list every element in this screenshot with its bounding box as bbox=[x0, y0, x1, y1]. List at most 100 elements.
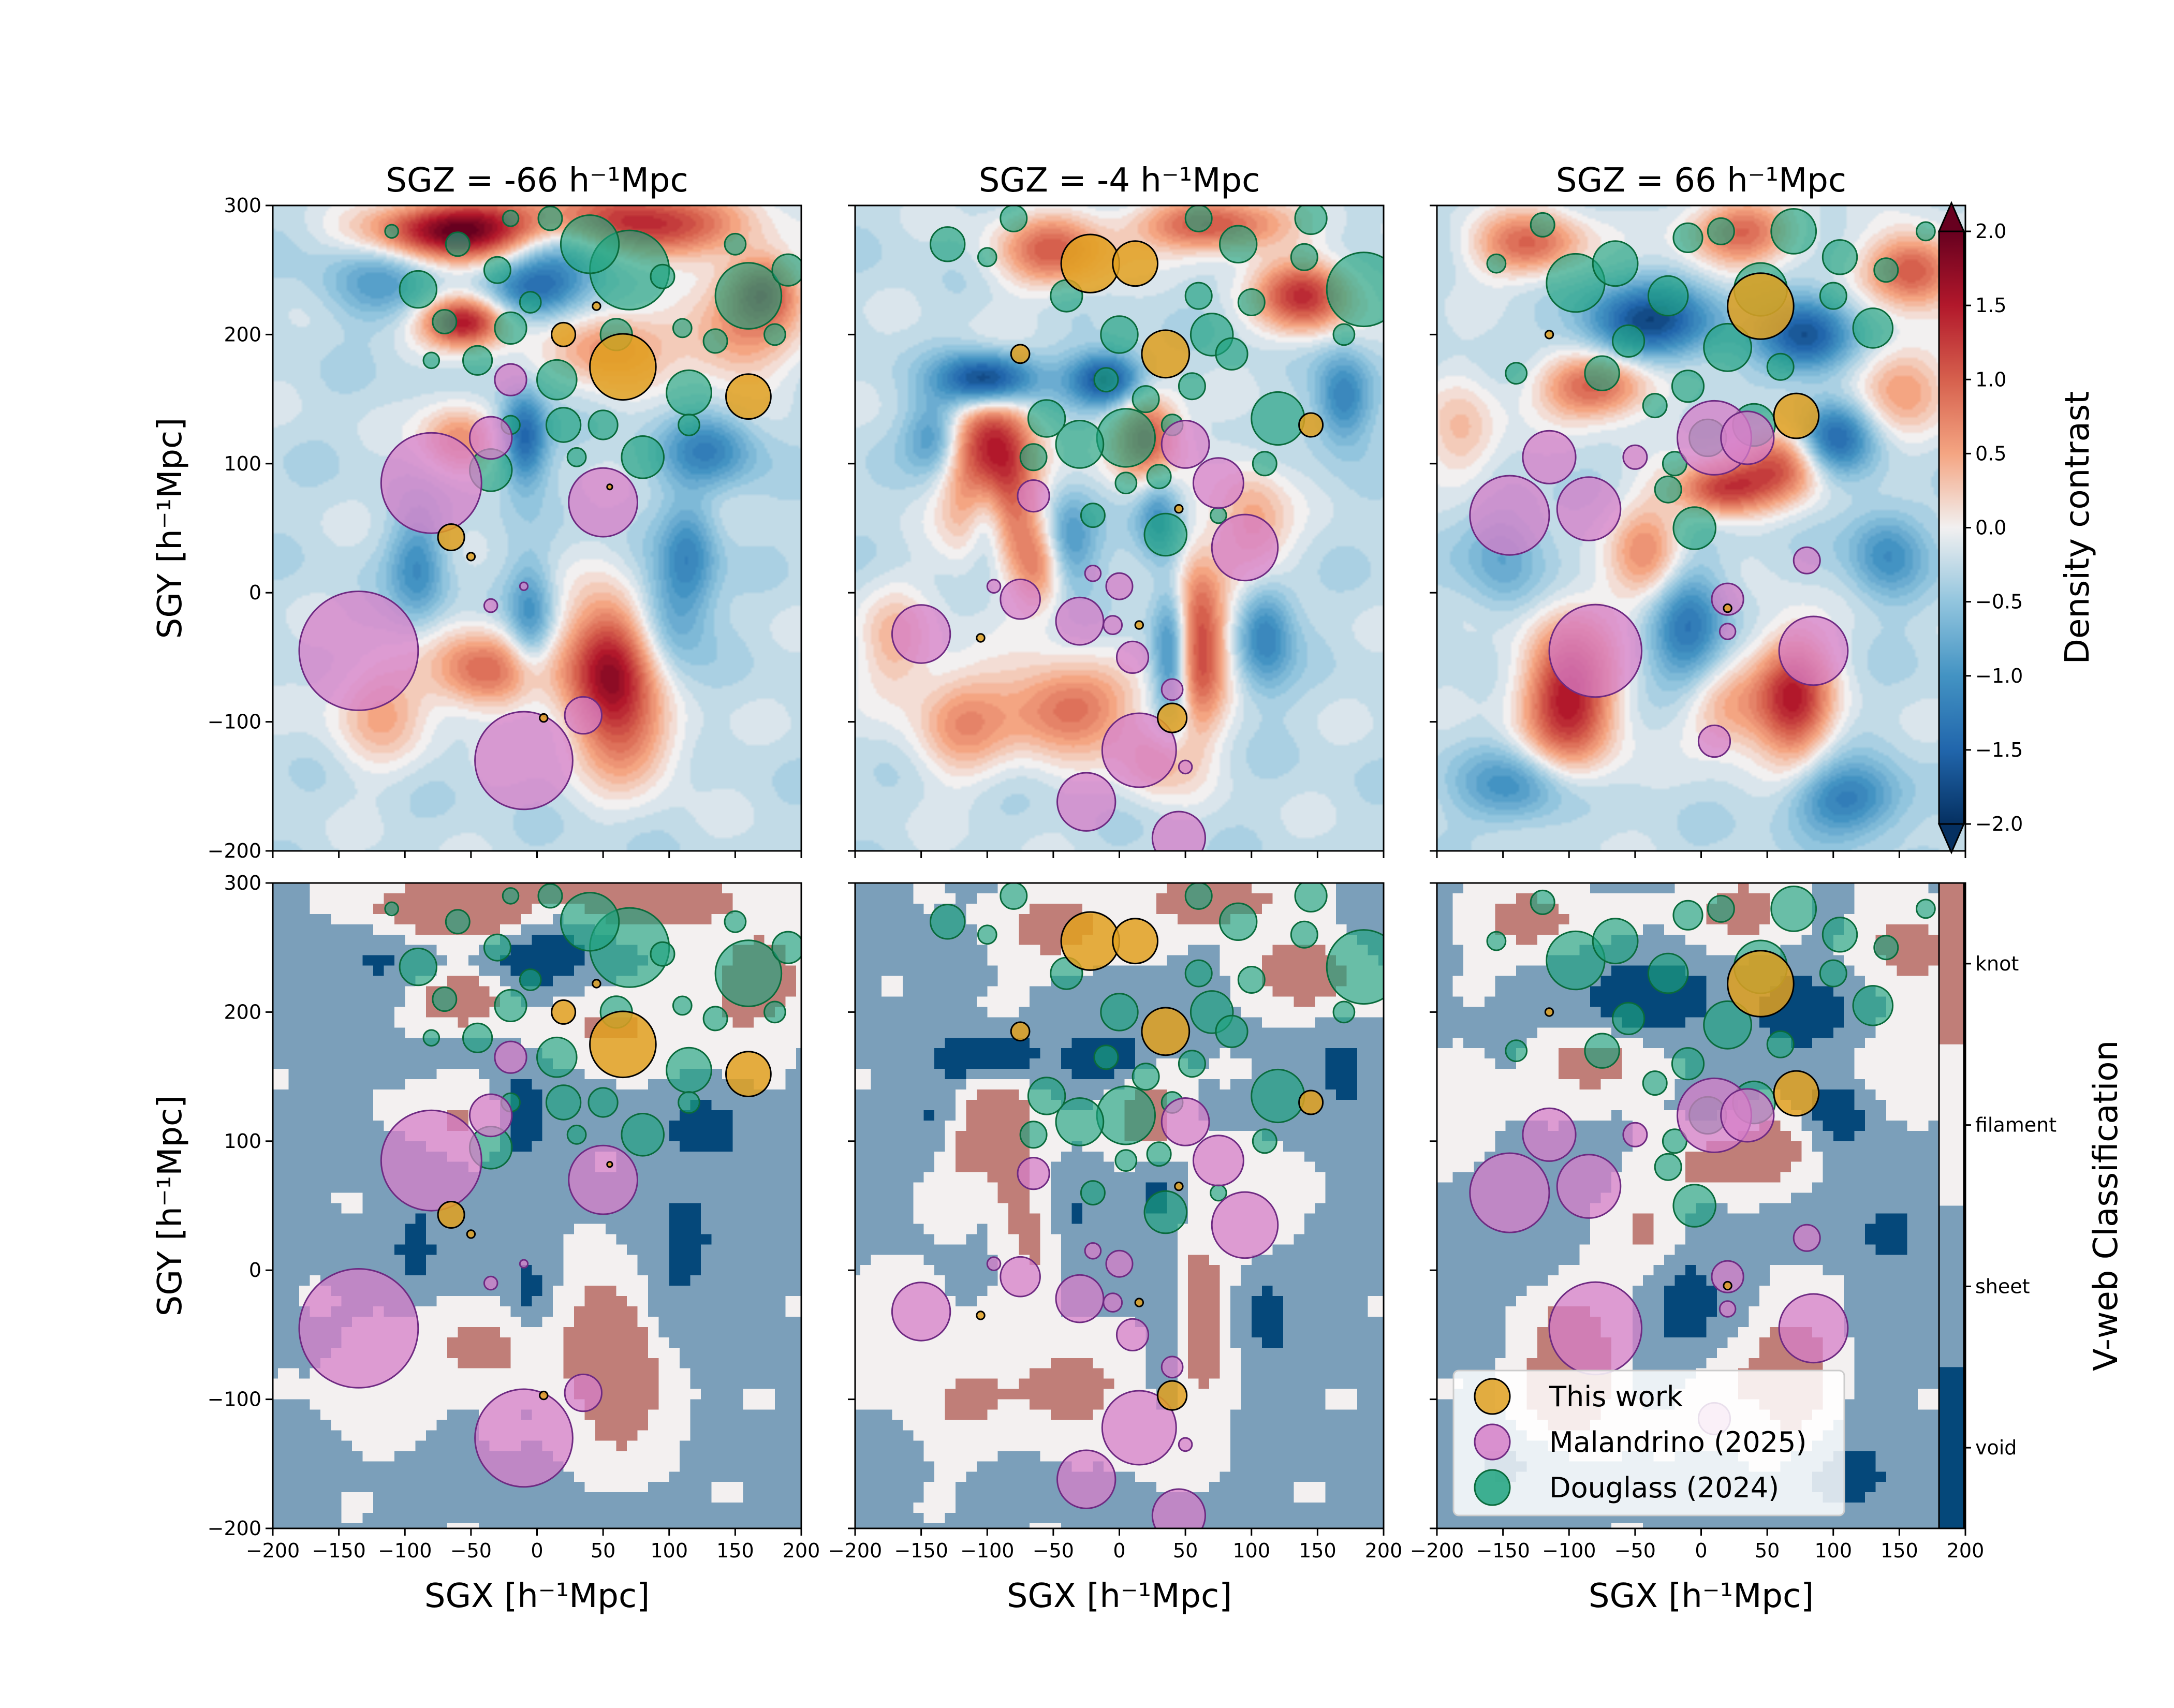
point-douglass-2024-23 bbox=[1873, 935, 1899, 961]
point-douglass-2024-23 bbox=[1332, 1000, 1356, 1024]
point-malandrino-2025-7 bbox=[1711, 1260, 1744, 1293]
point-douglass-2024-8 bbox=[494, 311, 527, 345]
point-douglass-2024-12 bbox=[1654, 1153, 1682, 1181]
point-douglass-2024-11 bbox=[930, 904, 966, 940]
point-malandrino-2025-15 bbox=[986, 579, 1002, 594]
y-tick-label: 200 bbox=[224, 1000, 261, 1023]
panel-title: SGZ = -4 h⁻¹Mpc bbox=[979, 161, 1260, 200]
vweb-colorbar-frame bbox=[1938, 882, 1965, 1529]
point-this-work-3 bbox=[1544, 330, 1554, 340]
markers-density-3 bbox=[1469, 208, 1936, 758]
x-tick-label: −200 bbox=[1410, 1539, 1464, 1562]
point-douglass-2024-8 bbox=[1770, 886, 1817, 932]
y-tick-label: 300 bbox=[224, 194, 261, 217]
point-douglass-2024-5 bbox=[1703, 322, 1753, 372]
legend-marker-2 bbox=[1474, 1423, 1511, 1461]
density-colorbar-label: Density contrast bbox=[2059, 391, 2097, 665]
point-douglass-2024-25 bbox=[1916, 899, 1936, 919]
point-douglass-2024-8 bbox=[1770, 208, 1817, 255]
point-douglass-2024-28 bbox=[502, 210, 520, 227]
point-douglass-2024-19 bbox=[519, 968, 542, 991]
point-douglass-2024-7 bbox=[1294, 883, 1328, 912]
point-douglass-2024-7 bbox=[1294, 205, 1328, 235]
point-douglass-2024-21 bbox=[1642, 393, 1668, 419]
cbar-tick-label: −1.0 bbox=[1975, 665, 2023, 687]
point-this-work-4 bbox=[1010, 1021, 1031, 1042]
point-douglass-2024-22 bbox=[672, 995, 693, 1016]
density-colorbar: −2.0 −1.5 −1.0 −0.5 0.0 0.5 1.0 1.5 2.0 Density c… bbox=[1937, 201, 2097, 855]
point-douglass-2024-26 bbox=[422, 351, 440, 370]
point-douglass-2024-15 bbox=[1707, 894, 1735, 923]
point-douglass-2024-21 bbox=[650, 941, 675, 967]
point-malandrino-2025-7 bbox=[1711, 582, 1744, 616]
point-douglass-2024-22 bbox=[1146, 1141, 1172, 1167]
point-douglass-2024-29 bbox=[771, 931, 801, 964]
point-douglass-2024-1 bbox=[1592, 240, 1639, 287]
point-malandrino-2025-3 bbox=[568, 1144, 638, 1215]
point-douglass-2024-25 bbox=[537, 205, 563, 231]
legend: This work Malandrino (2025) Douglass (2024… bbox=[1452, 1370, 1845, 1516]
point-this-work-5 bbox=[539, 713, 549, 723]
x-tick-label: −100 bbox=[1542, 1539, 1596, 1562]
point-this-work-7 bbox=[1174, 504, 1184, 514]
point-douglass-2024-15 bbox=[483, 256, 511, 284]
point-douglass-2024-20 bbox=[1819, 282, 1847, 310]
y-tick-label: 200 bbox=[224, 323, 261, 346]
x-tick-label: 200 bbox=[783, 1539, 820, 1562]
point-malandrino-2025-6 bbox=[1055, 596, 1105, 646]
point-douglass-2024-20 bbox=[1819, 959, 1847, 988]
point-malandrino-2025-13 bbox=[1103, 1292, 1123, 1313]
markers-density-2 bbox=[891, 205, 1384, 851]
point-this-work-4 bbox=[1010, 344, 1031, 364]
vweb-colorbar-label: V-web Classification bbox=[2087, 1040, 2125, 1371]
density-colorbar-gradient bbox=[1939, 231, 1964, 824]
point-douglass-2024-13 bbox=[432, 309, 458, 334]
point-douglass-2024-16 bbox=[1505, 1039, 1528, 1063]
point-malandrino-2025-2 bbox=[474, 711, 574, 811]
x-tick-label: −150 bbox=[312, 1539, 365, 1562]
point-douglass-2024-18 bbox=[1019, 443, 1048, 472]
point-douglass-2024-8 bbox=[1184, 205, 1213, 232]
panel-density-2: SGZ = -4 h⁻¹Mpc bbox=[848, 161, 1385, 858]
point-douglass-2024-12 bbox=[1000, 883, 1028, 910]
point-douglass-2024-11 bbox=[587, 1087, 619, 1118]
markers-vweb-2 bbox=[891, 883, 1384, 1528]
point-this-work-2 bbox=[551, 999, 577, 1025]
point-douglass-2024-24 bbox=[566, 447, 587, 467]
y-tick-label: −100 bbox=[208, 1388, 261, 1411]
point-malandrino-2025-1 bbox=[1548, 603, 1643, 698]
point-malandrino-2025-5 bbox=[1161, 1097, 1210, 1146]
x-axis-label: SGX [h⁻¹Mpc] bbox=[424, 1577, 650, 1615]
point-douglass-2024-14 bbox=[1530, 889, 1555, 915]
x-tick-label: −100 bbox=[378, 1539, 432, 1562]
point-douglass-2024-23 bbox=[678, 414, 700, 436]
point-douglass-2024-9 bbox=[1822, 239, 1858, 275]
x-tick-label: 50 bbox=[1173, 1539, 1198, 1562]
point-douglass-2024-18 bbox=[702, 1006, 728, 1032]
point-douglass-2024-18 bbox=[1584, 355, 1620, 391]
point-malandrino-2025-6 bbox=[1055, 1274, 1105, 1323]
point-douglass-2024-25 bbox=[1916, 221, 1936, 242]
point-this-work-5 bbox=[976, 1311, 986, 1320]
point-this-work-0 bbox=[1727, 950, 1795, 1018]
point-douglass-2024-15 bbox=[1178, 372, 1206, 401]
point-douglass-2024-0 bbox=[1143, 1190, 1188, 1234]
point-douglass-2024-3 bbox=[1612, 1002, 1646, 1036]
point-this-work-1 bbox=[1773, 392, 1820, 439]
point-douglass-2024-12 bbox=[462, 1022, 493, 1053]
x-tick-label: 50 bbox=[1755, 1539, 1780, 1562]
point-this-work-2 bbox=[1723, 1280, 1732, 1291]
point-this-work-1 bbox=[1112, 918, 1159, 965]
point-malandrino-2025-2 bbox=[1056, 772, 1117, 832]
point-malandrino-2025-16 bbox=[1178, 759, 1193, 775]
x-tick-label: 0 bbox=[531, 1539, 543, 1562]
point-this-work-3 bbox=[1157, 1380, 1188, 1411]
point-this-work-6 bbox=[592, 979, 601, 989]
markers-vweb-1 bbox=[298, 883, 801, 1488]
point-malandrino-2025-3 bbox=[1556, 1154, 1622, 1219]
point-douglass-2024-29 bbox=[1210, 506, 1227, 524]
point-douglass-2024-21 bbox=[1093, 1044, 1119, 1070]
point-this-work-0 bbox=[589, 1010, 657, 1079]
x-tick-label: 200 bbox=[1947, 1539, 1985, 1562]
point-douglass-2024-4 bbox=[1671, 370, 1705, 403]
